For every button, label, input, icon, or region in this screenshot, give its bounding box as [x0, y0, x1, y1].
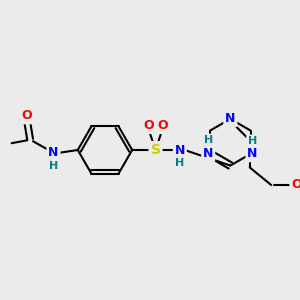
- Text: O: O: [143, 119, 154, 132]
- Text: O: O: [157, 119, 168, 132]
- Text: O: O: [21, 110, 32, 122]
- Text: O: O: [291, 178, 300, 191]
- Text: S: S: [151, 143, 160, 157]
- Text: N: N: [203, 147, 213, 161]
- Text: H: H: [248, 136, 257, 146]
- Text: N: N: [225, 112, 236, 125]
- Text: H: H: [175, 158, 184, 168]
- Text: N: N: [247, 147, 258, 161]
- Text: H: H: [49, 160, 58, 171]
- Text: N: N: [175, 143, 185, 157]
- Text: N: N: [48, 146, 59, 159]
- Text: H: H: [204, 135, 213, 145]
